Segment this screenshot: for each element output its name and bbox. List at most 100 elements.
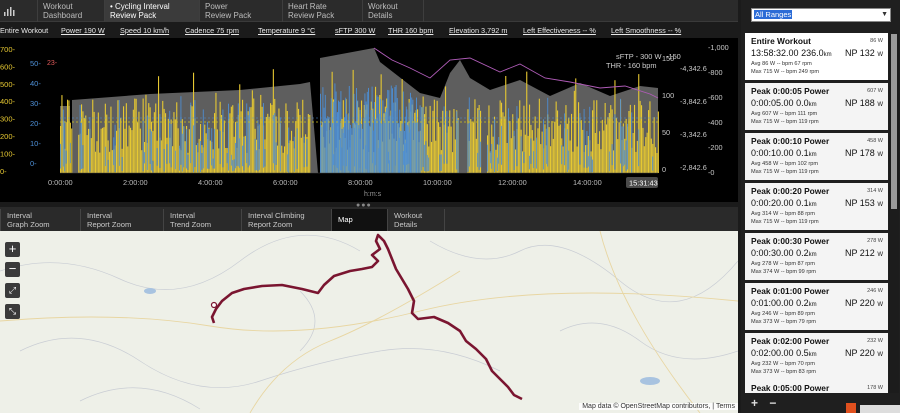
- heart-rate-bar: [393, 102, 395, 173]
- peak-np-value: NP 212: [844, 248, 875, 258]
- cadence-stat[interactable]: Cadence 75 rpm: [185, 26, 239, 35]
- add-range-button[interactable]: +: [751, 396, 759, 410]
- tab-interval-climbing-report-zoom[interactable]: Interval Climbing Report Zoom: [241, 209, 331, 231]
- peak-watts: 607 W: [867, 88, 883, 94]
- peak-np-value: NP 220: [844, 348, 875, 358]
- power-bar: [209, 140, 211, 173]
- peak-list-scrollbar[interactable]: [889, 30, 899, 393]
- heart-rate-bar: [414, 122, 416, 173]
- power-bar: [305, 134, 307, 173]
- thr-stat[interactable]: THR 160 bpm: [388, 26, 434, 35]
- power-bar: [61, 95, 63, 173]
- heart-rate-bar: [327, 116, 329, 173]
- heart-rate-bar: [263, 103, 264, 168]
- heart-rate-bar: [264, 149, 266, 167]
- peak-range-card[interactable]: Peak 0:02:00 Power 232 W 0:02:00.00 0.5km N…: [745, 333, 888, 380]
- heart-rate-bar: [543, 119, 544, 170]
- heart-rate-bar: [375, 118, 377, 173]
- peak-range-card[interactable]: Peak 0:01:00 Power 246 W 0:01:00.00 0.2km N…: [745, 283, 888, 330]
- heart-rate-bar: [410, 92, 411, 173]
- route-map[interactable]: + − ⤢ ⤡ Map data © OpenStreetMap contrib…: [0, 231, 738, 413]
- heart-rate-bar: [545, 128, 547, 164]
- heart-rate-bar: [350, 124, 351, 173]
- heart-rate-bar: [513, 130, 515, 170]
- power-bar: [608, 113, 610, 173]
- tab-workout-details-pane[interactable]: Workout Details: [387, 209, 445, 231]
- peak-np: NP 153 W: [845, 198, 883, 208]
- power-bar: [636, 140, 638, 173]
- app-tray-icon[interactable]: [846, 403, 856, 413]
- cadence-axis-tick: -800: [708, 68, 723, 77]
- peak-range-card[interactable]: Peak 0:00:30 Power 278 W 0:00:30.00 0.2km N…: [745, 233, 888, 280]
- peak-range-card[interactable]: Peak 0:05:00 Power 178 W: [745, 380, 888, 393]
- tab-interval-graph-zoom[interactable]: Interval Graph Zoom: [0, 209, 80, 231]
- power-bar: [347, 149, 349, 173]
- fit-route-icon[interactable]: ⤡: [5, 304, 20, 319]
- peak-max-line: Max 715 W -- bpm 119 rpm: [751, 219, 819, 225]
- splitter-handle[interactable]: ●●●: [356, 202, 372, 209]
- peak-range-card[interactable]: Entire Workout 86 W 13:58:32.00 236.0km NP …: [745, 33, 888, 80]
- zoom-out-button[interactable]: −: [5, 262, 20, 277]
- speed-stat[interactable]: Speed 10 km/h: [120, 26, 170, 35]
- tab-label-1: Heart Rate: [288, 2, 327, 11]
- heart-rate-bar: [242, 145, 243, 167]
- heart-rate-bar: [233, 159, 235, 171]
- heart-rate-bar: [232, 160, 234, 172]
- tab-cycling-interval-review-pack[interactable]: • Cycling Interval Review Pack: [104, 0, 199, 22]
- heart-rate-bar: [365, 101, 367, 173]
- right-axes: 150 100 50 0 -1,000 -800 -600 -400 -200 -0 -4,342.…: [662, 43, 729, 177]
- bar-chart-icon[interactable]: [3, 5, 15, 17]
- power-bar: [198, 138, 200, 173]
- sftp-stat[interactable]: sFTP 300 W: [335, 26, 376, 35]
- power-bar: [582, 129, 584, 173]
- heart-rate-bar: [516, 106, 518, 167]
- tab-interval-trend-zoom[interactable]: Interval Trend Zoom: [163, 209, 241, 231]
- tab-workout-details[interactable]: Workout Details: [362, 0, 424, 22]
- chevron-down-icon: ▼: [881, 11, 888, 18]
- tab-workout-dashboard[interactable]: Workout Dashboard: [37, 0, 104, 22]
- peak-range-card[interactable]: Peak 0:00:10 Power 458 W 0:00:10.00 0.1km N…: [745, 133, 888, 180]
- heart-rate-bar: [354, 121, 356, 173]
- range-filter-dropdown[interactable]: All Ranges ▼: [751, 8, 891, 22]
- terms-link[interactable]: Terms: [715, 403, 735, 410]
- heart-rate-bar: [200, 141, 201, 173]
- peak-range-card[interactable]: Peak 0:00:20 Power 314 W 0:00:20.00 0.1km N…: [745, 183, 888, 230]
- temperature-stat[interactable]: Temperature 9 °C: [258, 26, 316, 35]
- remove-range-button[interactable]: −: [769, 396, 777, 410]
- scrollbar-thumb[interactable]: [891, 34, 897, 209]
- peak-time-distance: 0:01:00.00 0.2km: [751, 298, 817, 308]
- heart-rate-bar: [389, 160, 390, 172]
- heart-rate-bar: [194, 100, 196, 167]
- map-roads: [0, 231, 738, 413]
- expand-icon[interactable]: ⤢: [5, 283, 20, 298]
- zoom-in-button[interactable]: +: [5, 242, 20, 257]
- left-effectiveness-stat[interactable]: Left Effectiveness -- %: [523, 26, 596, 35]
- heart-rate-bar: [439, 154, 441, 172]
- heart-rate-bar: [352, 123, 354, 173]
- heart-rate-bar: [254, 138, 256, 171]
- left-smoothness-stat[interactable]: Left Smoothness -- %: [611, 26, 682, 35]
- peak-name: Peak 0:02:00 Power: [751, 336, 830, 346]
- power-bar: [135, 98, 137, 173]
- peak-range-card[interactable]: Peak 0:00:05 Power 607 W 0:00:05.00 0.0km N…: [745, 83, 888, 130]
- heart-rate-bar: [186, 129, 187, 169]
- tab-map[interactable]: Map: [331, 209, 387, 231]
- heart-rate-bar: [478, 110, 480, 170]
- heart-rate-bar: [384, 111, 386, 173]
- tab-power-review-pack[interactable]: Power Review Pack: [199, 0, 282, 22]
- elevation-stat[interactable]: Elevation 3,792 m: [449, 26, 508, 35]
- time-axis-tick: 10:00:00: [423, 178, 452, 187]
- peak-np-value: NP 188: [844, 98, 875, 108]
- tab-interval-report-zoom[interactable]: Interval Report Zoom: [80, 209, 163, 231]
- heart-rate-bar: [222, 109, 224, 168]
- power-bar: [184, 141, 186, 173]
- power-stat[interactable]: Power 190 W: [61, 26, 105, 35]
- heart-rate-bar: [348, 86, 350, 173]
- power-bar: [163, 108, 165, 173]
- heart-rate-bar: [187, 154, 189, 170]
- heart-rate-bar: [422, 107, 424, 167]
- tab-heart-rate-review-pack[interactable]: Heart Rate Review Pack: [282, 0, 362, 22]
- power-bar: [307, 114, 309, 173]
- workout-graph[interactable]: 700- 600- 500- 400- 300- 200- 100- 0- 50- 40- 30- 2…: [0, 38, 738, 202]
- elevation-axis-tick: -2,842.6: [680, 163, 707, 172]
